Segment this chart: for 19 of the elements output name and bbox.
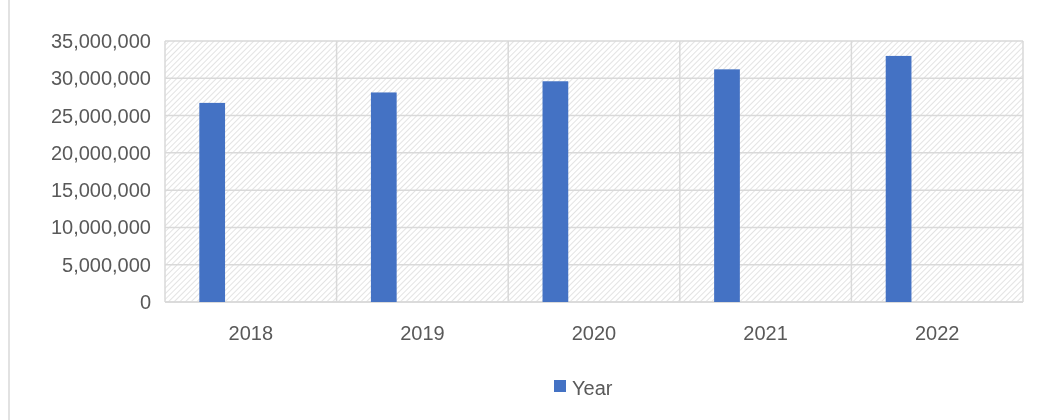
bar xyxy=(714,69,740,302)
bar xyxy=(885,55,912,302)
y-tick-label: 25,000,000 xyxy=(50,104,151,127)
y-tick-label: 30,000,000 xyxy=(50,67,151,90)
y-tick-label: 5,000,000 xyxy=(62,253,151,276)
legend-label: Year xyxy=(572,377,613,399)
y-tick-label: 20,000,000 xyxy=(50,141,151,164)
x-tick-label: 2021 xyxy=(743,322,788,344)
bar xyxy=(199,102,226,302)
y-tick-label: 0 xyxy=(139,291,151,313)
x-tick-label: 2018 xyxy=(228,322,274,344)
x-tick-label: 2019 xyxy=(400,322,445,344)
y-tick-label: 10,000,000 xyxy=(50,216,151,239)
y-tick-label: 35,000,000 xyxy=(50,30,151,52)
bar xyxy=(542,81,569,302)
y-tick-label: 15,000,000 xyxy=(50,179,151,202)
x-tick-label: 2020 xyxy=(571,322,617,344)
x-tick-label: 2022 xyxy=(914,322,960,344)
bar xyxy=(370,92,397,302)
